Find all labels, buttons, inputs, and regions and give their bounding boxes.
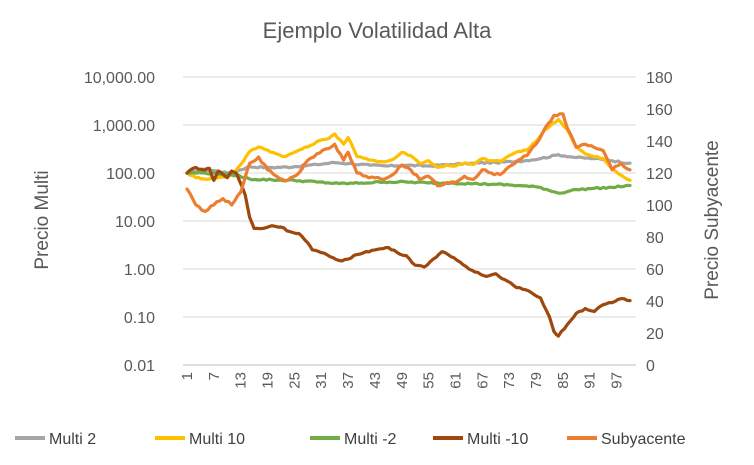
legend-label: Subyacente xyxy=(601,431,686,448)
legend-label: Multi -2 xyxy=(344,431,397,448)
y-tick-label: 1,000.00 xyxy=(93,118,155,135)
x-tick-label: 97 xyxy=(609,372,626,389)
series-line-multi-2 xyxy=(185,153,632,175)
series-lines xyxy=(185,112,632,338)
series-line-subyacente xyxy=(185,112,632,213)
x-tick-label: 7 xyxy=(206,372,223,380)
y-tick-label: 10.00 xyxy=(115,214,155,231)
x-tick-label: 37 xyxy=(340,372,357,389)
y2-tick-label: 80 xyxy=(646,230,664,247)
y2-tick-label: 180 xyxy=(646,70,673,87)
series-line-multi--10 xyxy=(185,165,632,338)
legend: Multi 2 Multi 10 Multi -2 Multi -10 Subyacen… xyxy=(15,431,686,448)
legend-label: Multi 10 xyxy=(189,431,245,448)
x-tick-label: 31 xyxy=(313,372,330,389)
x-tick-label: 91 xyxy=(582,372,599,389)
y-tick-label: 1.00 xyxy=(124,262,155,279)
y2-tick-label: 120 xyxy=(646,166,673,183)
legend-label: Multi 2 xyxy=(49,431,96,448)
x-tick-label: 19 xyxy=(260,372,277,389)
y2-tick-label: 40 xyxy=(646,294,664,311)
y2-tick-label: 20 xyxy=(646,326,664,343)
x-tick-label: 25 xyxy=(286,372,303,389)
y-axis-title: Precio Multi xyxy=(32,170,53,269)
y-tick-label: 0.10 xyxy=(124,310,155,327)
y2-axis-tick-labels: 180 160 140 120 100 80 60 40 20 0 xyxy=(646,70,673,375)
x-tick-label: 43 xyxy=(367,372,384,389)
y2-tick-label: 100 xyxy=(646,198,673,215)
x-axis-tick-labels: 1 7 13 19 25 31 37 43 49 55 61 67 73 79 85 91 97 xyxy=(179,372,626,389)
y2-axis-title: Precio Subyacente xyxy=(702,140,723,300)
y-tick-label: 100.00 xyxy=(106,166,155,183)
x-tick-label: 85 xyxy=(555,372,572,389)
y2-tick-label: 0 xyxy=(646,358,655,375)
x-tick-label: 1 xyxy=(179,372,196,380)
x-tick-label: 13 xyxy=(233,372,250,389)
y2-tick-label: 140 xyxy=(646,134,673,151)
series-line-multi-10 xyxy=(185,117,632,182)
legend-label: Multi -10 xyxy=(467,431,528,448)
y-tick-label: 10,000.00 xyxy=(84,70,155,87)
chart-title: Ejemplo Volatilidad Alta xyxy=(263,18,492,43)
x-tick-label: 55 xyxy=(421,372,438,389)
x-tick-label: 61 xyxy=(447,372,464,389)
gridlines xyxy=(183,76,636,366)
x-tick-label: 79 xyxy=(528,372,545,389)
y-axis-tick-labels: 10,000.00 1,000.00 100.00 10.00 1.00 0.10 0.01 xyxy=(84,70,155,375)
y-tick-label: 0.01 xyxy=(124,358,155,375)
x-tick-label: 49 xyxy=(394,372,411,389)
y2-tick-label: 160 xyxy=(646,102,673,119)
x-tick-label: 67 xyxy=(474,372,491,389)
x-tick-label: 73 xyxy=(501,372,518,389)
series-line-multi--2 xyxy=(185,171,632,195)
y2-tick-label: 60 xyxy=(646,262,664,279)
